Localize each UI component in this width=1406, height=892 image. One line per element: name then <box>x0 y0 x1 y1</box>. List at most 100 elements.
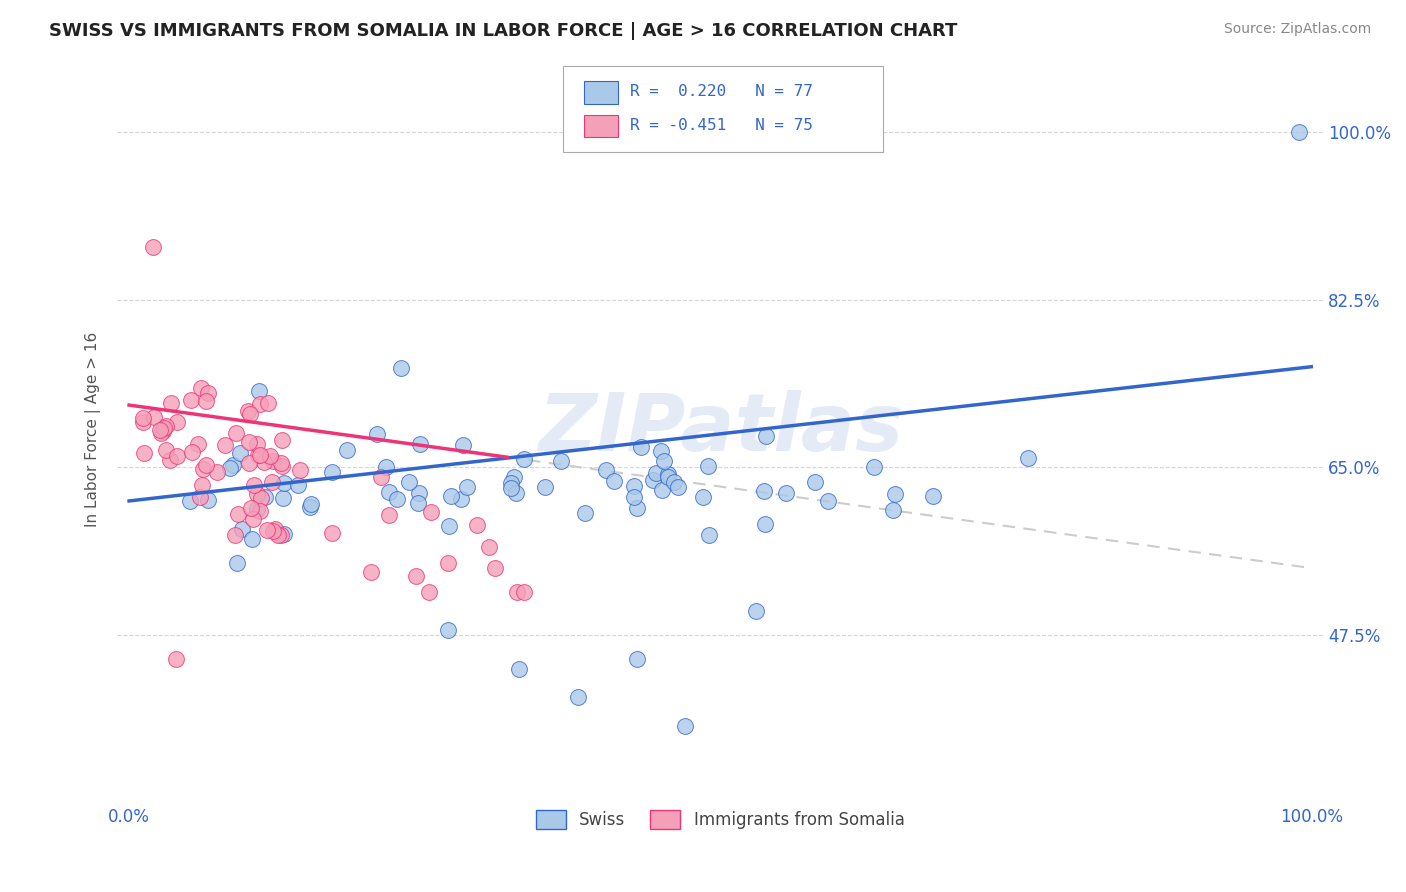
Point <box>630 440 652 454</box>
Point <box>863 460 886 475</box>
Point <box>437 556 460 570</box>
Point <box>478 540 501 554</box>
Point <box>503 470 526 484</box>
Point <box>225 425 247 440</box>
Point <box>505 486 527 500</box>
Point <box>673 719 696 733</box>
Point <box>465 517 488 532</box>
Point <box>134 446 156 460</box>
Point <box>238 456 260 470</box>
Point <box>650 444 672 458</box>
Point <box>378 485 401 500</box>
Point <box>744 604 766 618</box>
Point <box>699 527 721 541</box>
Point <box>190 478 212 492</box>
Point <box>882 503 904 517</box>
Point <box>626 500 648 515</box>
Point <box>205 465 228 479</box>
Point <box>288 462 311 476</box>
Point <box>299 500 322 515</box>
Point <box>651 483 673 497</box>
Point <box>499 481 522 495</box>
Point <box>336 442 359 457</box>
Point <box>222 458 245 472</box>
Point <box>180 392 202 407</box>
Point <box>242 511 264 525</box>
Point <box>262 475 284 489</box>
Point <box>378 508 401 523</box>
Point <box>159 452 181 467</box>
Point <box>1288 125 1310 139</box>
Point <box>264 523 287 537</box>
Text: Source: ZipAtlas.com: Source: ZipAtlas.com <box>1223 22 1371 37</box>
Point <box>508 662 530 676</box>
Point <box>187 437 209 451</box>
Point <box>752 484 775 499</box>
Point <box>360 565 382 579</box>
Point <box>883 487 905 501</box>
Point <box>657 467 679 481</box>
Point <box>666 480 689 494</box>
Point <box>405 569 427 583</box>
Point <box>370 470 392 484</box>
Point <box>166 449 188 463</box>
Text: R = -0.451   N = 75: R = -0.451 N = 75 <box>630 118 813 133</box>
Point <box>270 456 292 470</box>
Point <box>273 476 295 491</box>
Point <box>321 466 343 480</box>
Point <box>626 652 648 666</box>
Point <box>273 526 295 541</box>
Point <box>256 396 278 410</box>
Point <box>623 491 645 505</box>
Point <box>645 466 668 480</box>
Point <box>271 433 294 447</box>
Point <box>652 454 675 468</box>
Point <box>595 463 617 477</box>
Point <box>408 485 430 500</box>
Point <box>246 502 269 516</box>
Bar <box>583 115 617 137</box>
Point <box>398 475 420 490</box>
Point <box>249 448 271 462</box>
Point <box>166 415 188 429</box>
Point <box>513 452 536 467</box>
Point <box>603 474 626 488</box>
Point <box>246 437 269 451</box>
Point <box>484 560 506 574</box>
Point <box>409 437 432 451</box>
Point <box>149 424 172 438</box>
Point <box>155 442 177 457</box>
Point <box>165 652 187 666</box>
Point <box>374 460 396 475</box>
Point <box>179 493 201 508</box>
Point <box>922 489 945 503</box>
Point <box>197 385 219 400</box>
Point <box>1017 450 1039 465</box>
Point <box>195 458 218 473</box>
Point <box>271 491 294 506</box>
Point <box>131 411 153 425</box>
Point <box>804 475 827 489</box>
Point <box>197 493 219 508</box>
Point <box>231 522 253 536</box>
Point <box>574 506 596 520</box>
Point <box>755 428 778 442</box>
Point <box>420 505 443 519</box>
Point <box>256 523 278 537</box>
Point <box>247 384 270 398</box>
Point <box>450 491 472 506</box>
Point <box>299 497 322 511</box>
Point <box>240 501 263 516</box>
Bar <box>583 81 617 103</box>
Y-axis label: In Labor Force | Age > 16: In Labor Force | Age > 16 <box>86 332 101 526</box>
Point <box>188 490 211 504</box>
Point <box>418 585 440 599</box>
Point <box>259 449 281 463</box>
Point <box>657 469 679 483</box>
Point <box>153 421 176 435</box>
Point <box>662 475 685 490</box>
Point <box>641 473 664 487</box>
Point <box>406 496 429 510</box>
Point <box>440 489 463 503</box>
Point <box>240 532 263 546</box>
